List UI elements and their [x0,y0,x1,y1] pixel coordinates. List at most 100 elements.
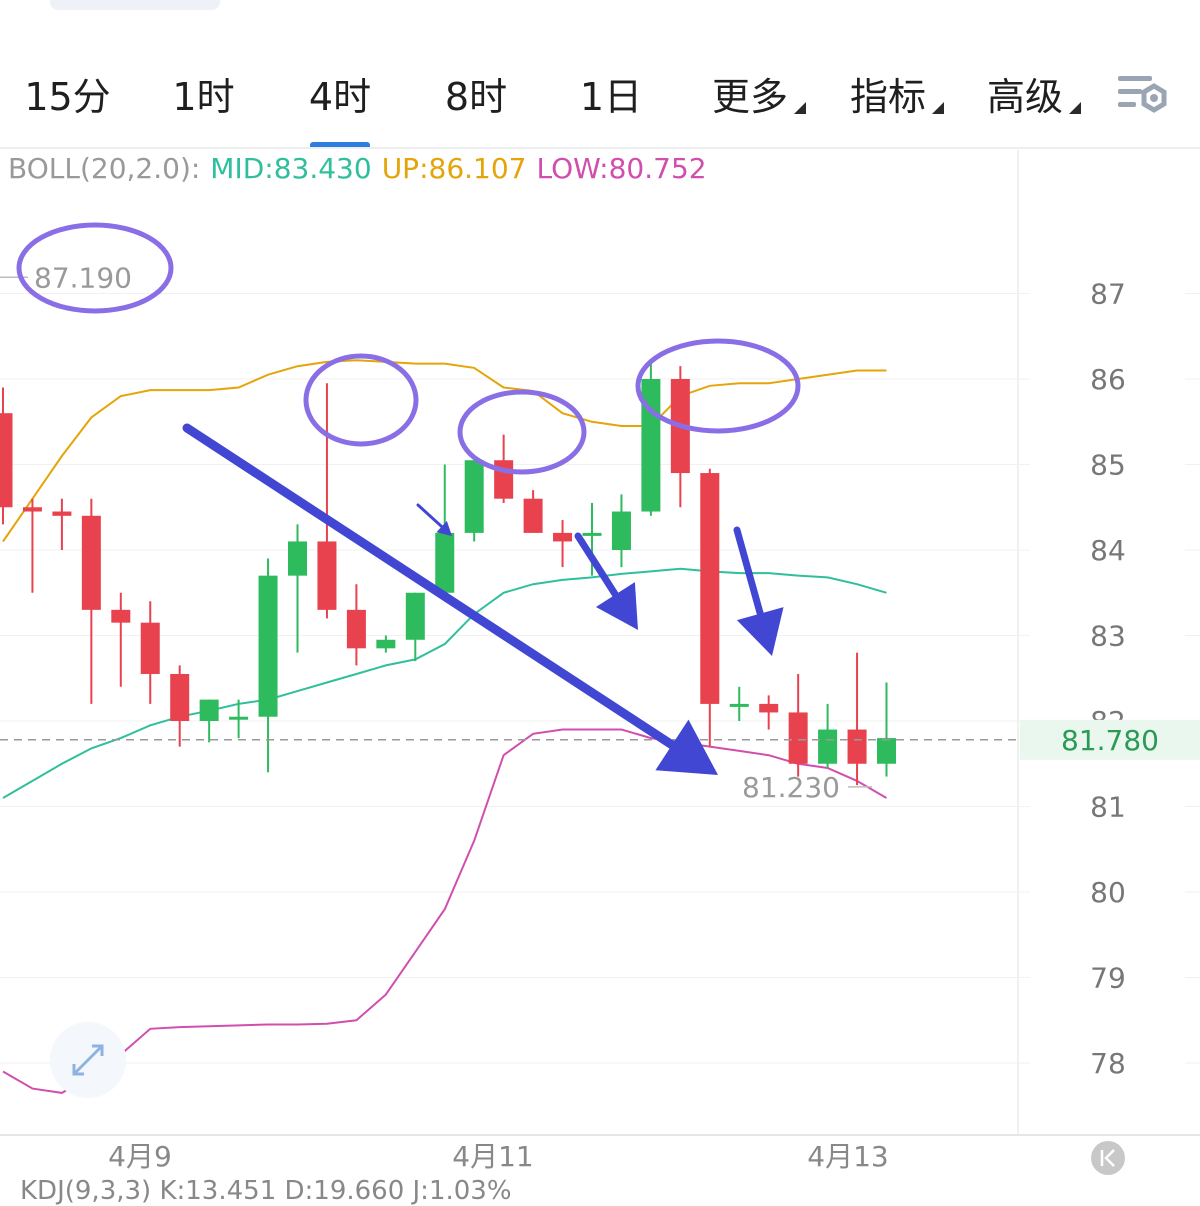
arrow-head [595,582,638,630]
current-price-badge [1020,719,1200,760]
candle-body [199,699,219,721]
annotation-circle [635,338,801,434]
tab-label: 更多 [711,74,788,119]
y-tick-label: 83 [1090,620,1126,653]
candle-body [641,379,661,512]
y-tick-label: 86 [1090,363,1126,396]
boll-mid-value: MID:83.430 [210,151,372,185]
tab-4h[interactable]: 4时 [272,38,408,148]
candle-body [140,622,160,674]
tab-1d[interactable]: 1日 [544,38,678,148]
candle-body [0,413,13,508]
tab-15min[interactable]: 15分 [0,38,135,148]
candle-body [170,673,190,721]
top-tab-stub [50,0,220,10]
x-tick-label: 4月13 [807,1140,888,1173]
annotation-circle [303,353,419,447]
scroll-to-start-button[interactable] [1091,1141,1125,1175]
candle [788,673,808,777]
boll-name: BOLL(20,2.0): [8,151,201,185]
x-tick-label: 4月9 [108,1140,172,1173]
candle [140,601,160,704]
tab-label: 15分 [24,74,111,119]
candle [847,652,867,786]
tab-more[interactable]: 更多 [690,38,810,148]
fullscreen-button[interactable] [50,1022,126,1098]
candle-body [494,460,514,499]
candle-body [818,729,838,764]
boll-low-value: LOW:80.752 [536,151,707,185]
candle [553,520,573,568]
candle-body [523,498,543,533]
candle [700,468,720,747]
candle [258,558,278,773]
candle [170,665,190,747]
max-price-label: 87.190 [34,261,132,294]
candle-body [464,460,484,533]
boll-upper-line [2,359,887,543]
y-tick-label: 81 [1090,791,1126,824]
candle-body [700,473,720,704]
candle [523,490,543,533]
tab-advanced[interactable]: 高级 [965,38,1085,148]
expand-icon [72,1044,104,1076]
candle-body [229,716,249,720]
candle [111,592,131,687]
dropdown-caret-icon [1069,102,1081,114]
tab-label: 4时 [308,74,372,119]
candle [346,584,366,666]
candle-body [52,511,72,516]
boll-up-value: UP:86.107 [381,151,527,185]
candle [405,592,425,662]
y-tick-label: 79 [1090,962,1126,995]
annotation-circle [16,222,174,314]
candle-body [288,541,307,576]
candle [22,498,42,593]
candle [729,686,749,721]
timeframe-tabs: 15分 1时 4时 8时 1日 更多 指标 高级 [0,38,1200,148]
candle-body [22,507,42,512]
tab-label: 指标 [849,74,926,119]
arrow-head [655,719,718,775]
candle [759,695,779,730]
arrow-shaft [574,532,619,599]
candle-body [376,639,396,649]
y-tick-label: 84 [1090,534,1126,567]
candle [641,361,661,516]
annotation-circle [457,389,587,475]
candle-body [111,609,131,623]
current-price-label: 81.780 [1061,724,1159,757]
arrow-head [436,520,452,536]
candle-body [553,532,573,542]
tab-label: 1日 [579,74,643,119]
tab-indicators[interactable]: 指标 [828,38,948,148]
scroll-to-start-icon [1100,1149,1115,1167]
candle [81,498,101,704]
y-tick-label: 85 [1090,449,1126,482]
arrow-shaft [733,526,764,618]
annotation-arrow [182,423,718,775]
candle [611,494,631,568]
candle [52,498,72,550]
candle-body [847,729,867,764]
tab-8h[interactable]: 8时 [408,38,544,148]
y-tick-label: 87 [1090,278,1126,311]
candle-body [729,703,749,707]
candle [670,366,690,508]
candle [818,703,838,769]
tab-1h[interactable]: 1时 [135,38,272,148]
candle [376,635,396,653]
boll-lower-line [2,728,888,1094]
scroll-button-bg [1091,1141,1125,1175]
chart-settings-icon[interactable] [1112,70,1172,122]
candle [464,455,484,542]
candle [877,682,896,777]
candle-body [258,575,278,717]
candle [317,383,337,619]
tab-label: 8时 [444,74,508,119]
boll-mid-line [2,567,887,799]
boll-indicator-bar: BOLL(20,2.0): MID:83.430 UP:86.107 LOW:8… [8,150,717,186]
annotation-arrow [733,526,784,656]
candle-body [346,609,366,649]
